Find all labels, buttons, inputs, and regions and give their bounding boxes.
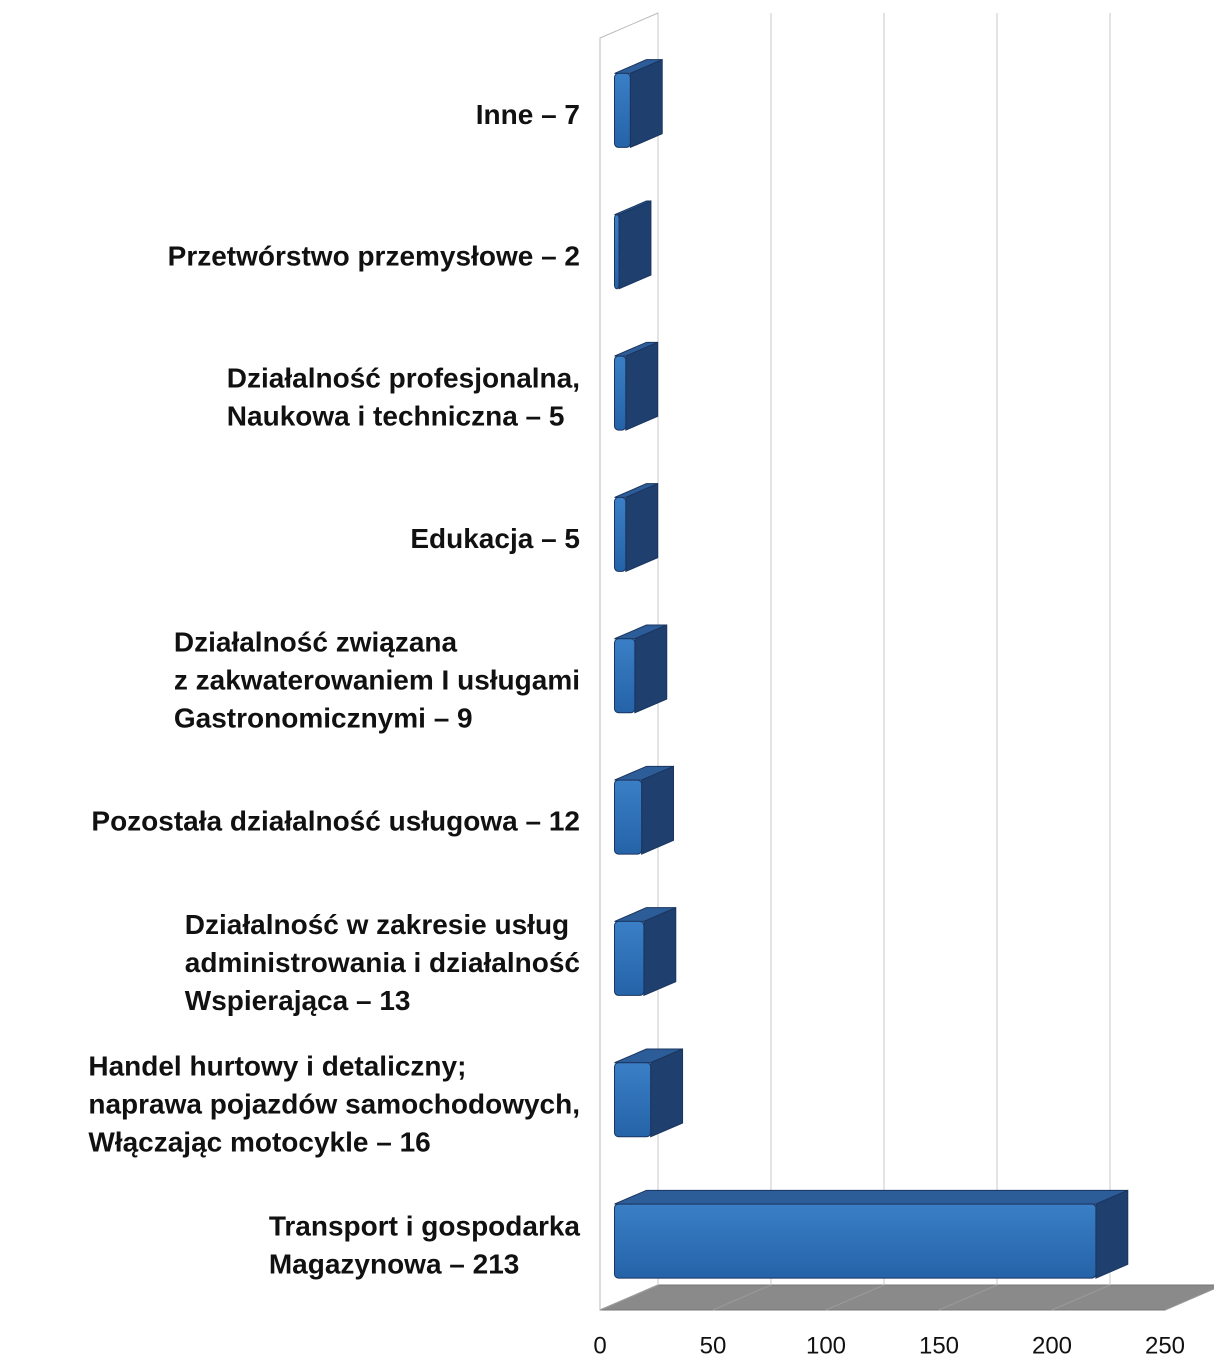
category-label: Działalność w zakresie usług: [185, 909, 569, 940]
floor-line: [1051, 1284, 1111, 1311]
category-label: Magazynowa – 213: [269, 1249, 520, 1280]
category-label: Działalność profesjonalna,: [227, 363, 580, 394]
x-tick-label: 250: [1145, 1332, 1185, 1359]
bar: [614, 638, 636, 714]
x-tick-label: 150: [919, 1332, 959, 1359]
bar-top: [614, 1189, 1128, 1205]
bar: [614, 72, 631, 148]
bar: [614, 1062, 652, 1138]
floor-line: [712, 1284, 772, 1311]
category-label: Edukacja – 5: [410, 523, 580, 554]
floor-line: [1164, 1288, 1214, 1311]
bar-side: [629, 58, 663, 149]
bar: [614, 1203, 1097, 1279]
bar-side: [625, 482, 659, 573]
category-label: z zakwaterowaniem I usługami: [174, 664, 580, 695]
category-label: Działalność związana: [174, 626, 458, 657]
bar: [614, 496, 627, 572]
category-label: Pozostała działalność usługowa – 12: [91, 806, 580, 837]
bar-side: [634, 624, 668, 714]
floor-line: [938, 1284, 998, 1311]
category-label: Gastronomicznymi – 9: [174, 702, 473, 733]
category-label: Inne – 7: [476, 99, 580, 130]
bar-side: [618, 200, 652, 290]
category-label: Transport i gospodarka: [269, 1211, 581, 1242]
bar: [614, 355, 627, 431]
x-tick-label: 100: [806, 1332, 846, 1359]
bar: [614, 920, 645, 996]
category-label: administrowania i działalność: [185, 947, 580, 978]
floor: [599, 1284, 1214, 1311]
x-tick-label: 50: [700, 1332, 727, 1359]
bar-side: [625, 341, 659, 431]
x-tick-label: 0: [593, 1332, 606, 1359]
floor-line: [825, 1284, 885, 1311]
category-label: Włączając motocykle – 16: [88, 1126, 430, 1157]
bar-side: [643, 906, 677, 997]
category-label: Naukowa i techniczna – 5: [227, 401, 565, 432]
x-tick-label: 200: [1032, 1332, 1072, 1359]
category-label: Handel hurtowy i detaliczny;: [88, 1050, 466, 1081]
bar-side: [650, 1048, 684, 1138]
floor-line: [599, 1284, 659, 1311]
category-label: Wspierająca – 13: [185, 985, 411, 1016]
category-label: naprawa pojazdów samochodowych,: [88, 1088, 580, 1119]
bar-side: [641, 765, 675, 855]
bar: [614, 214, 620, 290]
category-label: Przetwórstwo przemysłowe – 2: [168, 240, 580, 271]
bar: [614, 779, 643, 855]
bar-side: [1095, 1189, 1129, 1279]
